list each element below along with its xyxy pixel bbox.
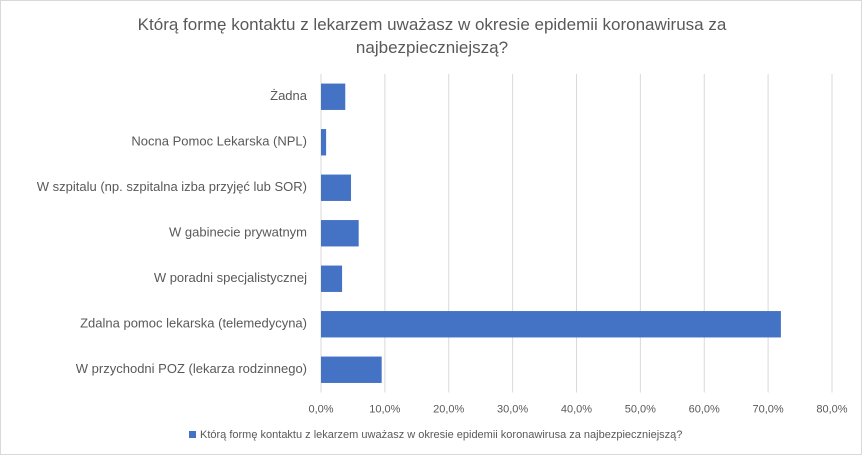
x-tick-label: 50,0% bbox=[625, 403, 656, 415]
x-tick-label: 10,0% bbox=[369, 403, 400, 415]
y-tick-label: Żadna bbox=[270, 88, 308, 103]
bar bbox=[321, 311, 781, 338]
x-tick-label: 70,0% bbox=[753, 403, 784, 415]
bar bbox=[321, 220, 359, 247]
x-tick-label: 40,0% bbox=[561, 403, 592, 415]
bar bbox=[321, 83, 346, 110]
x-tick-label: 80,0% bbox=[816, 403, 847, 415]
legend-swatch bbox=[189, 431, 196, 438]
x-tick-label: 60,0% bbox=[689, 403, 720, 415]
bar bbox=[321, 265, 343, 292]
bar bbox=[321, 129, 327, 156]
y-tick-label: W przychodni POZ (lekarza rodzinnego) bbox=[76, 361, 307, 376]
bar bbox=[321, 356, 382, 383]
y-tick-label: Nocna Pomoc Lekarska (NPL) bbox=[131, 134, 307, 149]
bar bbox=[321, 174, 352, 201]
y-tick-label: W poradni specjalistycznej bbox=[154, 270, 307, 285]
chart-title: Którą formę kontaktu z lekarzem uważasz … bbox=[137, 15, 727, 57]
legend-label: Którą formę kontaktu z lekarzem uważasz … bbox=[200, 429, 682, 441]
x-tick-label: 20,0% bbox=[433, 403, 464, 415]
x-tick-label: 30,0% bbox=[497, 403, 528, 415]
y-tick-label: Zdalna pomoc lekarska (telemedycyna) bbox=[80, 316, 307, 331]
y-tick-label: W szpitalu (np. szpitalna izba przyjęć l… bbox=[37, 179, 307, 194]
y-tick-label: W gabinecie prywatnym bbox=[169, 225, 307, 240]
x-tick-label: 0,0% bbox=[308, 403, 333, 415]
